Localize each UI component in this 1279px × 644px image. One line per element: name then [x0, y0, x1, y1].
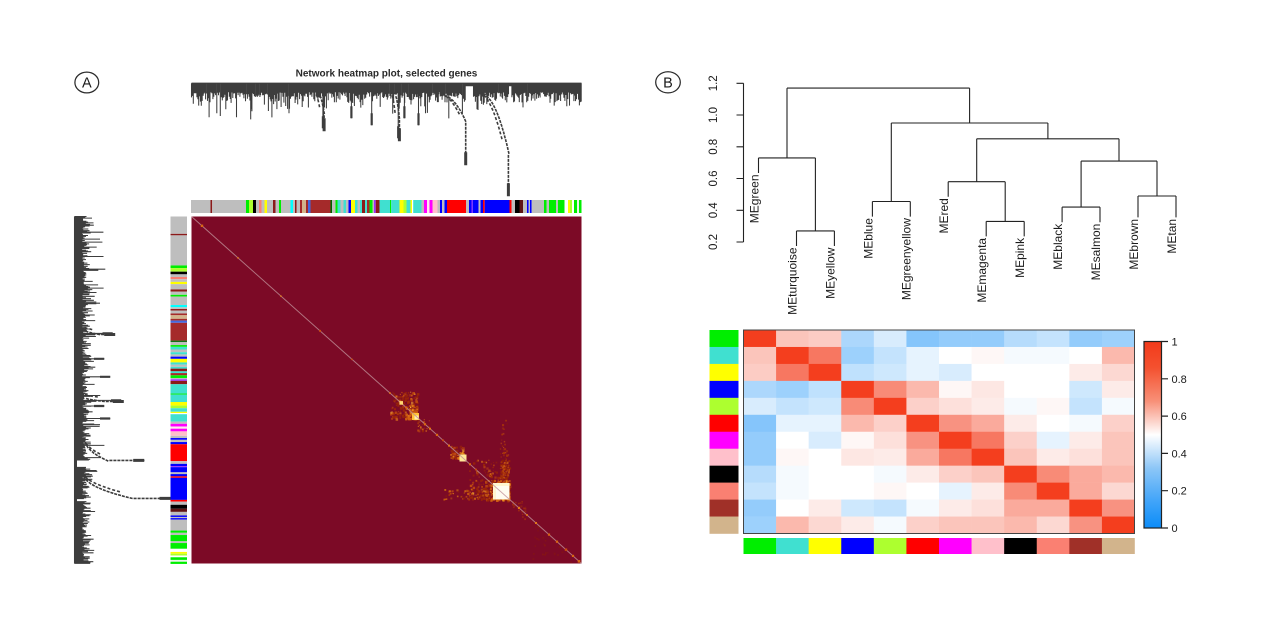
svg-text:A: A [82, 76, 92, 92]
svg-text:MEmagenta: MEmagenta [975, 238, 989, 303]
svg-text:MEpink: MEpink [1013, 237, 1027, 278]
svg-text:MEgreen: MEgreen [748, 175, 762, 224]
svg-text:0.4: 0.4 [708, 202, 720, 219]
svg-text:MEbrown: MEbrown [1127, 219, 1141, 270]
svg-text:MEtan: MEtan [1165, 219, 1179, 254]
svg-text:Network heatmap plot, selected: Network heatmap plot, selected genes [296, 69, 478, 80]
svg-text:1: 1 [1172, 337, 1178, 349]
svg-text:0.4: 0.4 [1172, 448, 1187, 460]
svg-text:0.6: 0.6 [708, 171, 720, 187]
svg-text:0.6: 0.6 [1172, 411, 1187, 423]
svg-text:MEyellow: MEyellow [823, 247, 837, 299]
svg-text:B: B [663, 75, 673, 91]
svg-text:MEgreenyellow: MEgreenyellow [899, 218, 913, 300]
svg-text:MEturquoise: MEturquoise [786, 247, 800, 315]
svg-text:0.2: 0.2 [708, 234, 720, 250]
svg-text:MEblack: MEblack [1051, 223, 1065, 270]
svg-text:MEred: MEred [937, 198, 951, 233]
svg-text:0.8: 0.8 [1172, 374, 1187, 386]
svg-text:0.2: 0.2 [1172, 486, 1187, 498]
svg-text:1.0: 1.0 [708, 107, 720, 123]
svg-text:MEsalmon: MEsalmon [1089, 224, 1103, 281]
svg-text:MEblue: MEblue [861, 218, 875, 259]
svg-text:1.2: 1.2 [708, 75, 720, 91]
svg-text:0: 0 [1172, 523, 1178, 535]
svg-text:0.8: 0.8 [708, 139, 720, 155]
